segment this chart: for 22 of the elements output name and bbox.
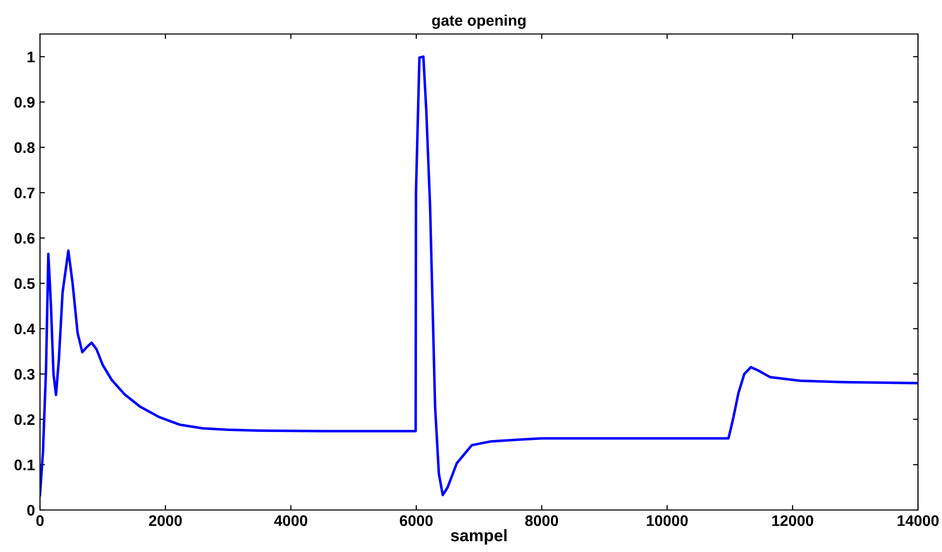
x-tick-label: 0 [36,515,44,526]
y-tick-label: 0.6 [14,232,35,244]
x-axis-title: sampel [450,529,507,545]
y-tick-label: 0.7 [14,188,34,198]
y-tick-label: 1 [28,52,35,62]
chart-title: gate opening [432,14,526,29]
x-tick-label: 10000 [646,515,688,526]
line-series [40,55,918,496]
x-tick-label: 6000 [400,515,433,526]
x-tick-label: 12000 [772,515,814,526]
y-tick-label: 0 [27,504,35,516]
x-tick-label: 2000 [148,515,182,526]
y-tick-label: 0.2 [14,414,35,426]
x-tick-label: 8000 [525,515,558,526]
y-tick-label: 0.8 [14,142,35,154]
y-tick-label: 0.1 [14,460,35,470]
y-tick-label: 0.9 [14,96,35,108]
y-tick-label: 0.4 [14,324,36,334]
x-tick-label: 14000 [898,515,939,526]
x-tick-label: 4000 [274,515,308,526]
y-tick-label: 0.3 [14,368,35,380]
y-tick-label: 0.5 [14,278,35,290]
